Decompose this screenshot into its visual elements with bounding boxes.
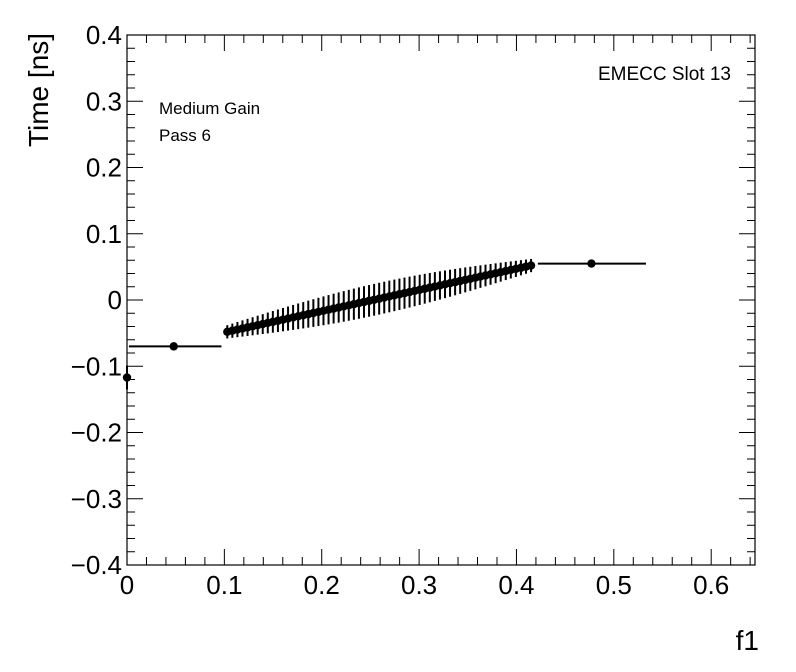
y-tick-label: 0 bbox=[108, 285, 122, 315]
axis-ticks bbox=[126, 34, 755, 566]
y-tick-label: −0.3 bbox=[71, 484, 122, 514]
y-axis-title: Time [ns] bbox=[23, 33, 54, 147]
data-point bbox=[169, 342, 178, 351]
y-tick-labels: −0.4 −0.3 −0.2 −0.1 0 0.1 0.2 0.3 0.4 bbox=[71, 20, 122, 580]
data-point bbox=[122, 373, 132, 382]
y-tick-label: 0.4 bbox=[86, 20, 122, 50]
y-tick-label: −0.2 bbox=[71, 418, 122, 448]
data-marks bbox=[122, 258, 646, 390]
x-tick-label: 0.1 bbox=[206, 570, 242, 600]
x-tick-label: 0.2 bbox=[304, 570, 340, 600]
data-point bbox=[587, 259, 596, 268]
x-axis-title: f1 bbox=[736, 625, 759, 656]
x-tick-label: 0.3 bbox=[401, 570, 437, 600]
x-tick-label: 0 bbox=[120, 570, 134, 600]
annotation-gain: Medium Gain bbox=[159, 99, 260, 118]
chart-title: EMECC Slot 13 bbox=[598, 64, 731, 85]
x-tick-label: 0.6 bbox=[693, 570, 729, 600]
y-tick-label: 0.2 bbox=[86, 153, 122, 183]
data-point bbox=[526, 261, 536, 270]
x-tick-labels: 0 0.1 0.2 0.3 0.4 0.5 0.6 bbox=[120, 570, 729, 600]
x-tick-label: 0.5 bbox=[596, 570, 632, 600]
y-tick-label: 0.3 bbox=[86, 86, 122, 116]
y-tick-label: −0.4 bbox=[71, 550, 122, 580]
y-tick-label: −0.1 bbox=[71, 351, 122, 381]
x-tick-label: 0.4 bbox=[498, 570, 534, 600]
annotation-pass: Pass 6 bbox=[159, 126, 211, 145]
y-tick-label: 0.1 bbox=[86, 219, 122, 249]
